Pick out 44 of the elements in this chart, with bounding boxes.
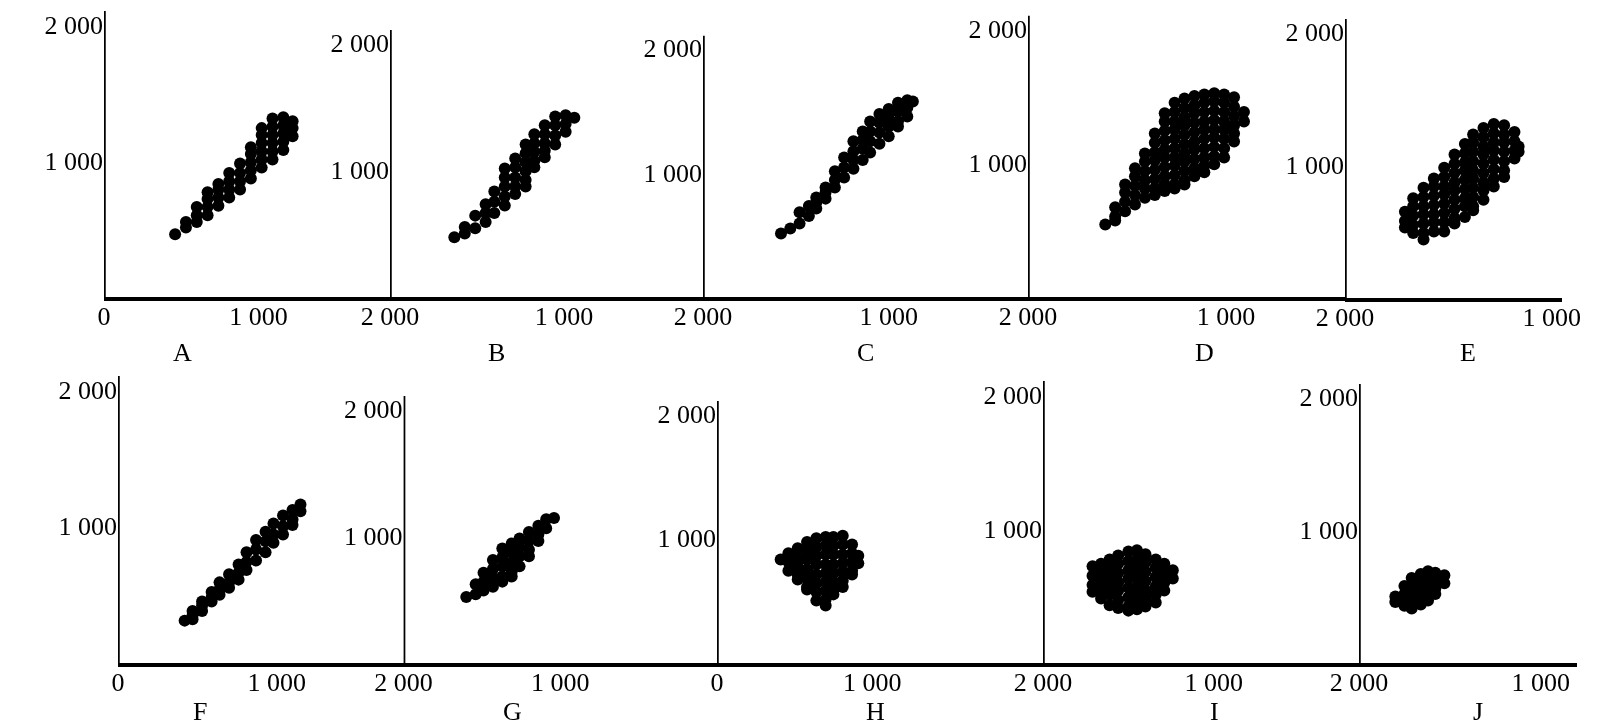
text: J [1473, 697, 1484, 726]
y-tick-label: 2 000 [657, 399, 716, 429]
y-tick-label: 1 000 [1285, 151, 1344, 181]
y-tick-label: 2 000 [983, 380, 1042, 410]
text: H [866, 697, 885, 726]
x-tick-label: 1 000 [859, 301, 918, 331]
y-tick-label: 2 000 [1285, 18, 1344, 48]
y-tick-label: 1 000 [58, 512, 117, 542]
x-tick-label: 1 000 [1522, 302, 1581, 332]
y-tick-label: 2 000 [344, 394, 403, 424]
y-tick-label: 1 000 [657, 524, 716, 554]
text: D [1195, 338, 1214, 367]
x-tick-label: 1 000 [1184, 667, 1244, 697]
x-tick-label: 1 000 [534, 301, 594, 331]
x-tick-label: 1 000 [1196, 301, 1256, 331]
text: E [1460, 338, 1476, 367]
x-tick-label: 0 [710, 667, 724, 697]
x-tick-label: 2 000 [1329, 667, 1389, 697]
x-tick-label: 1 000 [247, 667, 306, 697]
x-tick-label: 0 [111, 667, 125, 697]
y-tick-label: 1 000 [643, 158, 702, 188]
x-tick-label: 1 000 [1511, 667, 1570, 697]
y-tick-label: 1 000 [330, 155, 389, 185]
y-tick-label: 2 000 [643, 34, 702, 64]
text: F [193, 697, 208, 726]
x-tick-label: 1 000 [842, 667, 902, 697]
y-tick-label: 2 000 [330, 28, 389, 58]
y-tick-label: 1 000 [344, 521, 403, 551]
y-tick-label: 2 000 [58, 375, 117, 405]
y-tick-label: 2 000 [1299, 383, 1358, 413]
x-tick-label: 0 [97, 301, 111, 331]
text: I [1210, 697, 1219, 726]
y-tick-label: 1 000 [983, 514, 1042, 544]
text: B [488, 338, 506, 367]
text: G [503, 697, 522, 726]
text: C [857, 338, 875, 367]
x-tick-label: 2 000 [374, 667, 433, 697]
y-tick-label: 1 000 [968, 149, 1027, 179]
x-tick-label: 1 000 [531, 667, 590, 697]
text: A [173, 338, 192, 367]
y-tick-label: 1 000 [1299, 516, 1358, 546]
y-tick-label: 2 000 [968, 15, 1027, 44]
y-tick-label: 2 000 [44, 10, 103, 40]
x-tick-label: 2 000 [1013, 667, 1073, 697]
